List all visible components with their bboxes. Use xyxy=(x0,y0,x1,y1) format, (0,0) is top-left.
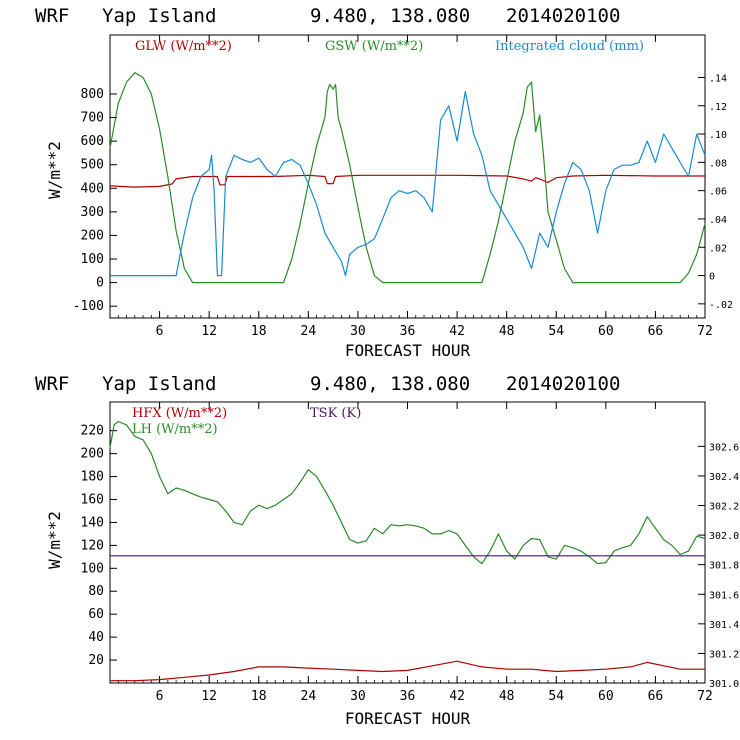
y2-tick-label: 302.4 xyxy=(709,472,739,483)
header-coords: 9.480, 138.080 xyxy=(310,373,470,395)
x-tick-label: 60 xyxy=(598,689,614,704)
header-init-time: 2014020100 xyxy=(506,5,620,27)
x-tick-label: 30 xyxy=(350,689,366,704)
y2-tick-label: .14 xyxy=(709,73,727,84)
x-axis-title: FORECAST HOUR xyxy=(345,341,471,360)
x-tick-label: 72 xyxy=(697,324,713,339)
plot-frame xyxy=(109,401,706,684)
y-tick-label: 20 xyxy=(88,653,104,668)
x-tick-label: 48 xyxy=(499,324,515,339)
y-tick-label: 100 xyxy=(81,252,104,267)
y-tick-label: 180 xyxy=(81,470,104,485)
legend-entry-lh: LH (W/m**2) xyxy=(132,422,218,437)
x-tick-label: 24 xyxy=(301,324,317,339)
y-tick-label: -100 xyxy=(73,299,104,314)
y-tick-label: 100 xyxy=(81,561,104,576)
series-line-hfx xyxy=(110,660,705,682)
y2-tick-label: 302.6 xyxy=(709,442,739,453)
y2-tick-label: 0 xyxy=(709,272,715,283)
series-line-lh xyxy=(109,420,706,565)
y-tick-label: 800 xyxy=(81,87,104,102)
x-axis-title: FORECAST HOUR xyxy=(345,709,471,728)
x-tick-label: 66 xyxy=(648,689,664,704)
x-tick-label: 36 xyxy=(400,689,416,704)
x-tick-label: 36 xyxy=(400,324,416,339)
y-axis-title: W/m**2 xyxy=(45,141,64,199)
y2-tick-label: -.02 xyxy=(709,300,733,311)
y2-tick-label: .12 xyxy=(709,102,727,113)
y-tick-label: 200 xyxy=(81,228,104,243)
y-tick-label: 220 xyxy=(81,424,104,439)
x-tick-label: 66 xyxy=(648,324,664,339)
y-tick-label: 140 xyxy=(81,515,104,530)
x-tick-label: 6 xyxy=(156,324,164,339)
y2-tick-label: 301.0 xyxy=(709,679,739,690)
y2-tick-label: 301.8 xyxy=(709,561,739,572)
x-tick-label: 54 xyxy=(548,324,564,339)
series-line-glw xyxy=(109,174,705,188)
y-tick-label: 80 xyxy=(88,584,104,599)
y2-tick-label: .10 xyxy=(709,130,727,141)
y-axis-title: W/m**2 xyxy=(45,511,64,569)
y2-tick-label: .08 xyxy=(709,158,727,169)
x-tick-label: 12 xyxy=(201,324,217,339)
x-tick-label: 6 xyxy=(156,689,164,704)
header-model: WRF xyxy=(35,5,69,27)
legend-entry-gsw: GSW (W/m**2) xyxy=(325,39,423,54)
y2-tick-label: 301.2 xyxy=(709,649,739,660)
y2-tick-label: 301.4 xyxy=(709,620,739,631)
y-tick-label: 40 xyxy=(88,630,104,645)
header-station: Yap Island xyxy=(102,373,216,395)
header-coords: 9.480, 138.080 xyxy=(310,5,470,27)
legend-entry-hfx: HFX (W/m**2) xyxy=(132,406,227,421)
y-tick-label: 120 xyxy=(81,538,104,553)
series-line-integrated xyxy=(110,90,706,277)
legend-entry-glw: GLW (W/m**2) xyxy=(135,39,232,54)
y2-tick-label: .06 xyxy=(709,187,727,198)
y-tick-label: 0 xyxy=(96,276,104,291)
legend-entry-integrated: Integrated cloud (mm) xyxy=(495,39,644,54)
header-model: WRF xyxy=(35,373,69,395)
x-tick-label: 24 xyxy=(301,689,317,704)
y-tick-label: 300 xyxy=(81,205,104,220)
y2-tick-label: 301.6 xyxy=(709,590,739,601)
y-tick-label: 160 xyxy=(81,492,104,507)
series-line-gsw xyxy=(109,72,706,284)
y2-tick-label: 302.0 xyxy=(709,531,739,542)
chart-panel-top: WRF Yap Island 9.480, 138.080 2014020100 6 12… xyxy=(35,5,733,360)
x-tick-label: 42 xyxy=(449,324,465,339)
header-station: Yap Island xyxy=(102,5,216,27)
header-init-time: 2014020100 xyxy=(506,373,620,395)
y2-tick-label: 302.2 xyxy=(709,502,739,513)
x-tick-label: 42 xyxy=(449,689,465,704)
x-tick-label: 48 xyxy=(499,689,515,704)
legend-entry-tsk: TSK (K) xyxy=(310,406,361,421)
x-tick-label: 30 xyxy=(350,324,366,339)
y-tick-label: 60 xyxy=(88,607,104,622)
y-tick-label: 200 xyxy=(81,447,104,462)
x-tick-label: 54 xyxy=(548,689,564,704)
y-tick-label: 400 xyxy=(81,181,104,196)
x-tick-label: 12 xyxy=(201,689,217,704)
chart-panel-bottom: WRF Yap Island 9.480, 138.080 2014020100 6 12… xyxy=(35,373,739,728)
x-tick-label: 18 xyxy=(251,689,267,704)
x-tick-label: 60 xyxy=(598,324,614,339)
y-tick-label: 600 xyxy=(81,134,104,149)
y2-tick-label: .02 xyxy=(709,243,727,254)
y2-tick-label: .04 xyxy=(709,215,727,226)
x-tick-label: 18 xyxy=(251,324,267,339)
x-tick-label: 72 xyxy=(697,689,713,704)
y-tick-label: 700 xyxy=(81,111,104,126)
y-tick-label: 500 xyxy=(81,158,104,173)
